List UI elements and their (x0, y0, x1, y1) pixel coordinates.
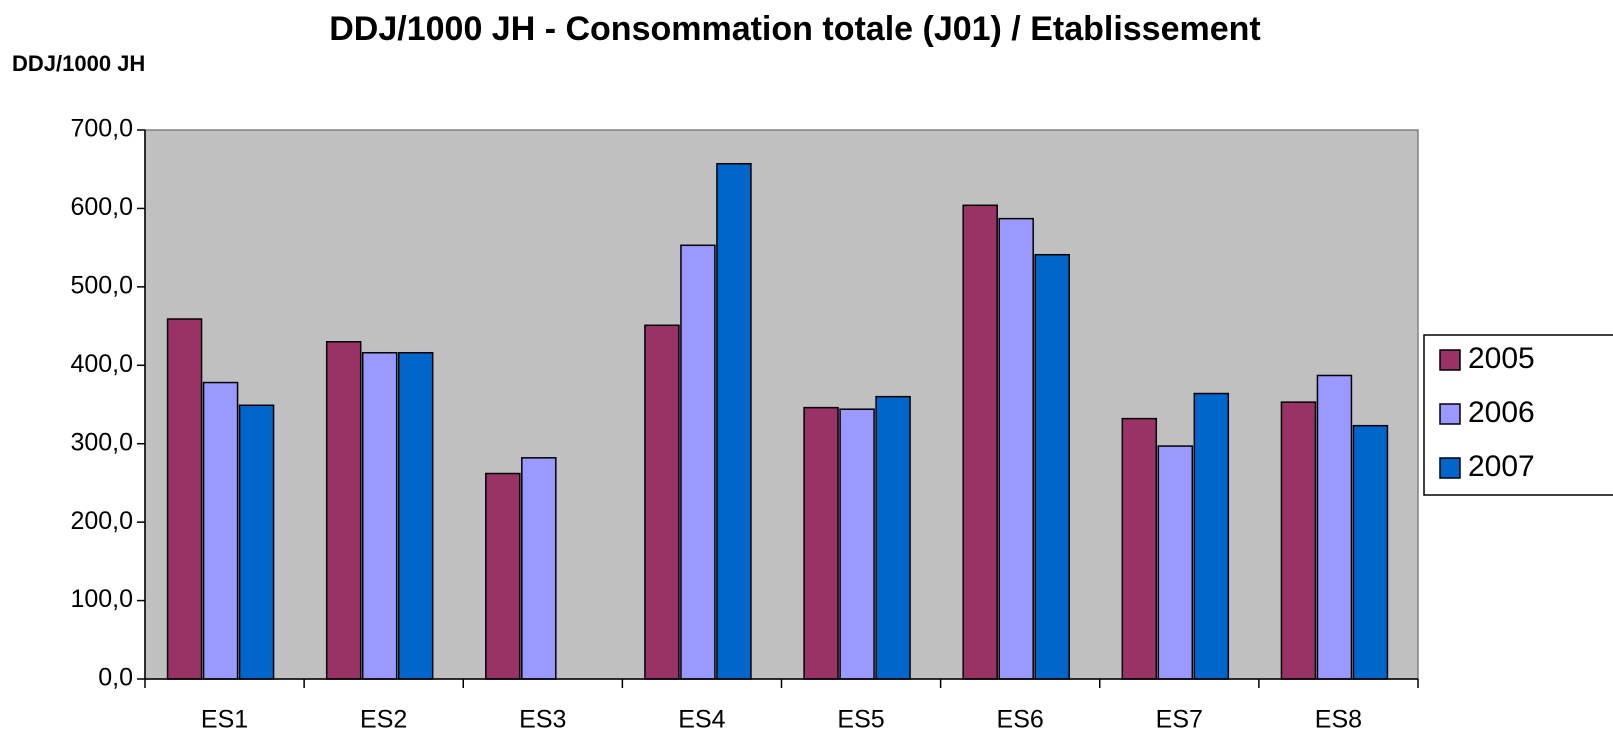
bar (998, 217, 1034, 680)
bar (1121, 417, 1158, 680)
bar (485, 472, 521, 680)
legend-label: 2006 (1468, 396, 1535, 429)
bar (875, 395, 911, 680)
bar (521, 457, 557, 680)
x-tick-label: ES4 (678, 706, 725, 734)
legend-swatch (1439, 457, 1461, 479)
bar (1034, 253, 1070, 680)
y-tick-label: 600,0 (70, 193, 133, 221)
x-tick-label: ES2 (360, 706, 407, 734)
bar (202, 381, 239, 680)
legend-swatch (1439, 403, 1461, 425)
bar (839, 408, 875, 680)
legend-label: 2007 (1468, 450, 1535, 483)
chart-title: DDJ/1000 JH - Consommation totale (J01) … (329, 10, 1260, 48)
y-tick-label: 700,0 (70, 115, 133, 143)
bar (361, 351, 398, 680)
y-axis-label: DDJ/1000 JH (12, 51, 145, 76)
bar (962, 204, 998, 680)
bar (1193, 392, 1230, 680)
bar (1280, 401, 1317, 680)
x-tick-label: ES6 (997, 706, 1044, 734)
x-tick-label: ES7 (1156, 706, 1203, 734)
bar (166, 318, 203, 680)
bar (397, 351, 434, 680)
y-tick-label: 500,0 (70, 271, 133, 299)
x-tick-label: ES3 (519, 706, 566, 734)
bar (680, 244, 716, 680)
bar (644, 324, 680, 680)
y-tick-label: 200,0 (70, 507, 133, 535)
x-tick-label: ES1 (201, 706, 248, 734)
y-tick-label: 400,0 (70, 350, 133, 378)
bar (803, 406, 839, 680)
x-tick-label: ES8 (1315, 706, 1362, 734)
bar (1352, 424, 1389, 680)
bar (1316, 374, 1353, 680)
x-tick-label: ES5 (837, 706, 884, 734)
legend-swatch (1439, 349, 1461, 371)
bar (716, 162, 752, 680)
bar (325, 341, 362, 680)
legend-label: 2005 (1468, 342, 1535, 375)
bar (1157, 445, 1194, 680)
y-tick-label: 100,0 (70, 585, 133, 613)
y-tick-label: 0,0 (98, 664, 133, 692)
bar (238, 404, 275, 680)
y-tick-label: 300,0 (70, 428, 133, 456)
